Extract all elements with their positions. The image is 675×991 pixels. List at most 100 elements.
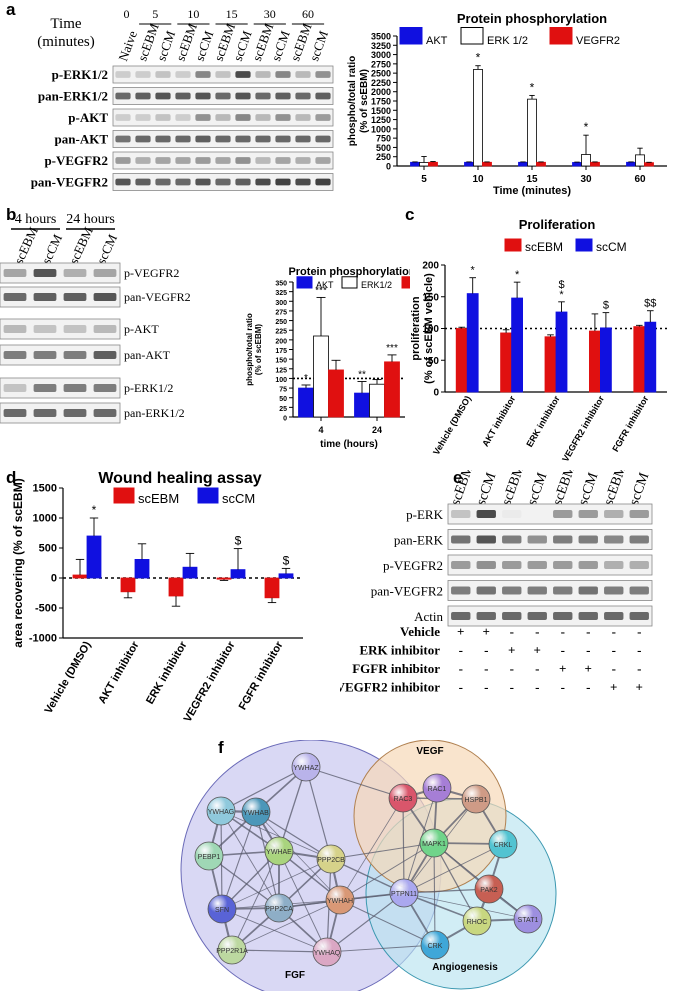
blot-strip <box>0 286 121 308</box>
bar-vegfr2 <box>482 161 492 167</box>
treatment-sign: - <box>459 661 463 676</box>
blot-strip-band <box>578 510 598 518</box>
y-axis-label: proliferation <box>410 296 422 360</box>
blot-strip-band <box>315 92 331 100</box>
blot-strip-band <box>315 71 331 78</box>
blot-strip-band <box>115 135 131 143</box>
legend-label: AKT <box>426 35 448 47</box>
y-tick-label: 250 <box>376 152 391 162</box>
y-tick-label: 2500 <box>371 69 391 79</box>
blot-strip-band <box>235 114 251 121</box>
node-label: CRK <box>428 943 443 950</box>
lane-label: scCM <box>93 231 120 266</box>
blot-strip-band <box>295 178 311 186</box>
node-circle <box>461 784 491 814</box>
significance-mark: * <box>515 269 520 281</box>
y-tick-label: 1000 <box>371 124 391 134</box>
y-tick-label: 1250 <box>371 115 391 125</box>
bar-scebm <box>500 332 512 393</box>
blot-strip-band <box>155 157 171 164</box>
bar-akt <box>626 161 636 167</box>
blot-strip-band <box>195 135 211 143</box>
blot-strip-frame <box>447 580 653 601</box>
significance-mark: * <box>559 289 564 301</box>
blot-strip-band <box>195 92 211 100</box>
blot-strip <box>112 87 334 105</box>
blot-strip-band <box>553 510 573 518</box>
blot-strip-frame <box>447 605 653 627</box>
y-tick-label: 200 <box>422 261 439 272</box>
blot-strip-band <box>63 325 87 333</box>
node-label: PPP2CA <box>265 906 293 913</box>
legend-label: ERK 1/2 <box>487 35 528 47</box>
legend-label: AKT <box>316 280 334 290</box>
treatment-sign: - <box>612 624 616 639</box>
blot-strip-band <box>215 157 231 164</box>
node-circle <box>422 773 452 803</box>
blot-label: Actin <box>414 609 443 624</box>
panel-label-c: c <box>405 205 415 224</box>
legend-label: scCM <box>596 240 627 254</box>
network-edge <box>255 811 332 860</box>
blot-strip-band <box>502 510 522 518</box>
blot-strip-band <box>604 561 624 569</box>
y-axis-label: phospho/total ratio <box>347 56 358 147</box>
blot-strip <box>447 580 653 601</box>
category-label: Vehicle (DMSO) <box>43 639 94 716</box>
treatment-sign: - <box>612 661 616 676</box>
legend-label: scEBM <box>525 240 563 254</box>
blot-strip-band <box>255 135 271 143</box>
lane-label: scCM <box>474 470 500 507</box>
blot-strip-band <box>629 510 649 518</box>
blot-strip-band <box>476 612 496 620</box>
treatment-sign: + <box>610 680 617 695</box>
blot-strip-frame <box>447 529 653 550</box>
blot-label: p-ERK1/2 <box>52 67 108 82</box>
category-label: 24 <box>372 425 382 435</box>
blot-label: p-VEGFR2 <box>383 558 443 573</box>
y-axis-label: (% of scEBM) <box>359 69 370 133</box>
blot-label: pan-VEGFR2 <box>371 584 443 599</box>
network-edge <box>330 842 435 860</box>
network-node: YWHAQ <box>312 937 342 967</box>
blot-strip-band <box>295 157 311 164</box>
y-tick-label: 75 <box>279 387 287 394</box>
blot-strip-frame <box>0 344 121 366</box>
node-circle <box>206 796 236 826</box>
legend-swatch <box>401 276 410 289</box>
blot-strip-band <box>175 114 191 121</box>
treatment-sign: - <box>535 661 539 676</box>
blot-strip-band <box>135 157 151 164</box>
blot-label: pan-AKT <box>55 132 109 147</box>
node-label: PEBP1 <box>198 854 221 861</box>
blot-label: pan-VEGFR2 <box>124 290 191 304</box>
blot-strip <box>0 402 121 424</box>
treatment-sign: - <box>586 680 590 695</box>
node-label: PPP2CB <box>317 857 345 864</box>
blot-strip-band <box>235 178 251 186</box>
blot-strip-band <box>527 535 547 544</box>
blot-strip-band <box>135 92 151 100</box>
bar-scebm <box>216 577 232 580</box>
node-circle <box>419 828 449 858</box>
blot-strip-band <box>93 409 117 417</box>
blot-strip-band <box>553 586 573 595</box>
network-node: STAT1 <box>513 904 543 934</box>
y-tick-label: -1000 <box>29 633 57 645</box>
blot-label: p-ERK <box>406 507 443 522</box>
blot-strip-band <box>604 586 624 595</box>
network-edge <box>278 850 328 953</box>
blot-strip-band <box>175 71 191 78</box>
blot-strip <box>112 173 334 191</box>
blot-strip-band <box>553 561 573 569</box>
treatment-sign: - <box>637 643 641 658</box>
blot-strip-band <box>476 510 496 518</box>
blot-strip-band <box>451 510 471 518</box>
blot-strip-band <box>315 157 331 164</box>
y-tick-label: 0 <box>283 416 287 423</box>
y-tick-label: 500 <box>39 543 57 555</box>
bar-scebm <box>168 577 184 597</box>
treatment-sign: - <box>510 680 514 695</box>
y-tick-label: 1500 <box>33 483 57 495</box>
node-label: PTPN11 <box>391 891 417 898</box>
